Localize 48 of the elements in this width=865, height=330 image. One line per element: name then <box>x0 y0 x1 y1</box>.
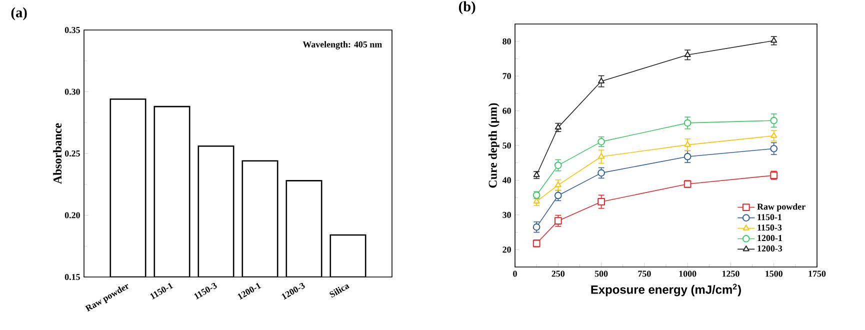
legend-label: Raw powder <box>757 203 806 212</box>
y-axis-title: Absorbance <box>53 123 62 184</box>
chart-title: (a) <box>11 7 27 20</box>
point <box>554 192 562 200</box>
y-tick-label: 0.20 <box>64 212 80 218</box>
annotation: Wavelength: 405 nm <box>302 41 382 50</box>
x-tick-label: 1000 <box>679 270 696 277</box>
y-tick-label: 0.25 <box>64 150 80 157</box>
point <box>554 217 562 225</box>
point <box>598 169 605 177</box>
point <box>684 141 691 147</box>
legend-label: 1150-1 <box>758 214 782 220</box>
y-tick-label: 70 <box>502 73 511 80</box>
point <box>684 51 691 57</box>
point <box>533 198 540 204</box>
x-tick-label: Silica <box>330 284 350 298</box>
point <box>598 152 605 159</box>
y-tick-label: 0.15 <box>64 274 80 280</box>
x-tick-label: 0 <box>513 270 517 277</box>
point <box>598 78 605 84</box>
point <box>770 144 778 152</box>
y-tick-label: 60 <box>502 108 511 114</box>
y-tick-label: 80 <box>502 38 511 44</box>
point <box>554 124 562 130</box>
x-axis-title: Exposure energy (mJ/cm$^{2}$) <box>591 284 741 296</box>
y-tick-label: 40 <box>502 177 511 184</box>
x-tick-label: 500 <box>594 270 608 277</box>
point <box>554 181 562 188</box>
y-tick-label: 0.35 <box>64 26 80 34</box>
x-tick-label: 750 <box>638 270 651 277</box>
x-tick-label: 250 <box>552 270 565 277</box>
x-tick-label: 1750 <box>808 270 826 277</box>
legend-label: 1150-3 <box>758 224 782 231</box>
point <box>598 198 605 206</box>
point <box>684 119 692 127</box>
y-tick-label: 50 <box>502 142 511 149</box>
x-tick-label: 1250 <box>722 270 740 277</box>
x-tick-label: 1500 <box>766 270 782 277</box>
chart-title: (b) <box>458 1 476 14</box>
y-axis-title: Cure depth (μm) <box>488 103 500 188</box>
legend-label: 1200-1 <box>758 234 782 242</box>
y-tick-label: 30 <box>502 212 511 218</box>
legend-label: 1200-3 <box>758 245 782 252</box>
point <box>554 162 562 169</box>
y-tick-label: 20 <box>502 246 511 253</box>
point <box>770 116 778 124</box>
y-tick-label: 0.30 <box>64 88 80 95</box>
point <box>684 152 692 160</box>
